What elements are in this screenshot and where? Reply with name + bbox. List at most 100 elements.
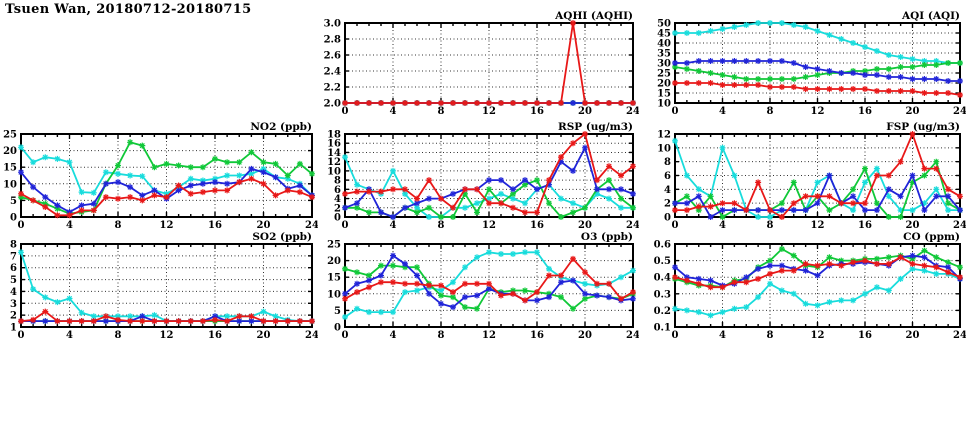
series-blue-markers <box>672 58 963 84</box>
y-tick-label: 0.1 <box>654 323 671 334</box>
series-red-markers <box>342 255 636 304</box>
series-cyan-markers <box>672 265 963 319</box>
y-tick-label: 2.2 <box>324 83 341 94</box>
y-tick-label: 20 <box>327 256 341 267</box>
x-tick-label: 20 <box>906 330 920 341</box>
y-tick-label: 4 <box>10 287 17 298</box>
x-tick-label: 8 <box>438 106 445 117</box>
chart-so2: 1 2 3 4 5 6 7 8 0 4 8 12 16 20 24 SO2 (ppb) <box>0 231 319 343</box>
series-red-markers <box>18 175 315 219</box>
y-tick-label: 10 <box>3 179 17 190</box>
page-title: Tsuen Wan, 20180712-20180715 <box>5 2 252 17</box>
y-tick-label: 15 <box>657 89 671 100</box>
y-tick-label: 25 <box>327 240 341 251</box>
y-tick-label: 2.6 <box>324 51 341 62</box>
x-tick-label: 8 <box>767 220 774 231</box>
x-tick-label: 8 <box>115 220 122 231</box>
x-tick-label: 4 <box>719 106 726 117</box>
x-tick-label: 4 <box>390 220 397 231</box>
y-tick-label: 0 <box>10 213 17 224</box>
series-red-markers <box>342 20 636 106</box>
chart-title-fsp: FSP (ug/m3) <box>886 121 960 133</box>
y-tick-label: 5 <box>10 275 17 286</box>
chart-co: 0.1 0.2 0.3 0.4 0.5 0.6 0 4 8 12 16 20 24 CO (ppm) <box>654 231 967 343</box>
y-tick-label: 40 <box>657 39 671 50</box>
y-tick-label: 2 <box>334 203 341 214</box>
y-tick-label: 10 <box>327 289 341 300</box>
plot-co: 0.1 0.2 0.3 0.4 0.5 0.6 0 4 8 12 16 20 24 CO (ppm) <box>654 231 967 341</box>
y-tick-label: 8 <box>664 157 671 168</box>
series-green-line <box>20 141 313 215</box>
x-tick-label: 16 <box>530 330 544 341</box>
series-red-markers <box>672 254 963 291</box>
x-tick-label: 16 <box>858 106 872 117</box>
x-tick-label: 12 <box>482 220 496 231</box>
y-tick-label: 25 <box>3 130 17 141</box>
x-tick-label: 8 <box>438 220 445 231</box>
chart-title-aqi: AQI (AQI) <box>901 10 960 22</box>
x-tick-label: 12 <box>160 220 174 231</box>
chart-aqhi: 2.0 2.2 2.4 2.6 2.8 3.0 0 4 8 12 16 20 24 AQHI (AQHI) <box>324 10 640 120</box>
chart-title-o3: O3 (ppb) <box>581 231 633 243</box>
series-green-markers <box>672 158 963 220</box>
chart-no2: 0 5 10 15 20 25 0 4 8 12 16 20 24 NO2 (ppb) <box>0 121 319 233</box>
x-tick-label: 16 <box>530 220 544 231</box>
x-tick-label: 8 <box>767 330 774 341</box>
chart-title-no2: NO2 (ppb) <box>250 121 312 133</box>
chart-fsp: 0 2 4 6 8 10 12 0 4 8 12 16 20 24 FSP (ug/m3) <box>654 121 967 233</box>
y-tick-label: 0.3 <box>654 289 671 300</box>
x-tick-label: 12 <box>482 106 496 117</box>
x-tick-label: 20 <box>257 220 271 231</box>
series-red-markers <box>18 308 315 325</box>
x-tick-label: 4 <box>719 330 726 341</box>
chart-o3: 0 5 10 15 20 25 0 4 8 12 16 20 24 O3 (ppb) <box>324 231 640 343</box>
x-tick-label: 0 <box>342 106 349 117</box>
x-tick-label: 24 <box>953 330 966 341</box>
y-tick-label: 6 <box>10 263 17 274</box>
y-tick-label: 10 <box>327 166 341 177</box>
y-tick-label: 15 <box>327 273 341 284</box>
series-blue-line <box>674 254 961 287</box>
x-tick-label: 4 <box>390 106 397 117</box>
x-tick-label: 20 <box>906 220 920 231</box>
series-red-markers <box>342 131 636 216</box>
y-tick-label: 8 <box>334 176 341 187</box>
x-tick-label: 0 <box>18 330 25 341</box>
y-tick-label: 5 <box>334 306 341 317</box>
x-tick-label: 12 <box>482 330 496 341</box>
series-cyan-markers <box>672 20 963 66</box>
x-tick-label: 24 <box>305 220 318 231</box>
x-tick-label: 0 <box>672 106 679 117</box>
y-tick-label: 0 <box>334 213 341 224</box>
x-tick-label: 20 <box>578 106 592 117</box>
x-tick-label: 16 <box>208 330 222 341</box>
series-red-markers <box>672 131 963 220</box>
x-tick-label: 12 <box>811 106 825 117</box>
x-tick-label: 16 <box>530 106 544 117</box>
y-tick-label: 20 <box>657 79 671 90</box>
y-tick-label: 2.8 <box>324 35 341 46</box>
y-tick-label: 15 <box>3 163 17 174</box>
y-tick-label: 10 <box>657 99 671 110</box>
x-tick-label: 16 <box>858 330 872 341</box>
x-tick-label: 24 <box>305 330 318 341</box>
y-tick-label: 6 <box>664 171 671 182</box>
y-tick-label: 8 <box>10 240 17 251</box>
x-tick-label: 0 <box>342 330 349 341</box>
y-tick-label: 0 <box>334 323 341 334</box>
chart-title-so2: SO2 (ppb) <box>252 231 312 243</box>
y-tick-label: 3.0 <box>324 19 341 30</box>
chart-title-rsp: RSP (ug/m3) <box>558 121 633 133</box>
x-tick-label: 20 <box>906 106 920 117</box>
series-red-line <box>344 22 634 104</box>
y-tick-label: 2 <box>664 199 671 210</box>
x-tick-label: 12 <box>160 330 174 341</box>
y-tick-label: 12 <box>657 130 671 141</box>
y-tick-label: 0.6 <box>654 240 671 251</box>
x-tick-label: 16 <box>208 220 222 231</box>
x-tick-label: 0 <box>342 220 349 231</box>
x-tick-label: 16 <box>858 220 872 231</box>
y-tick-label: 0.2 <box>654 306 671 317</box>
series-red-markers <box>672 80 963 98</box>
